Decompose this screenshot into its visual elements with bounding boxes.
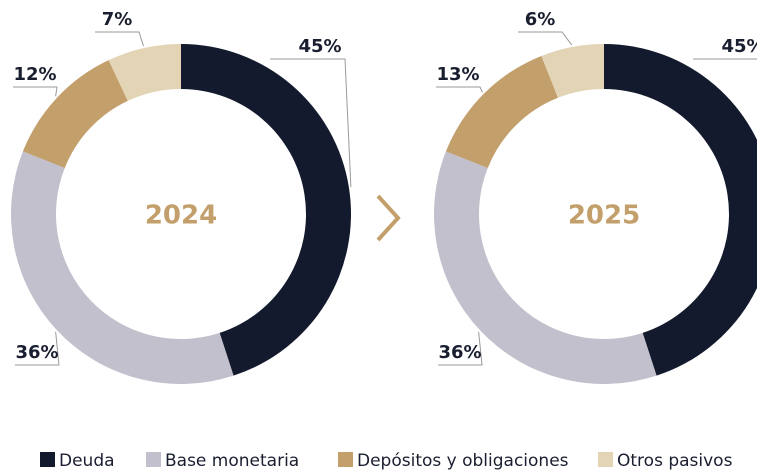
value-label: 45% [298,36,341,57]
value-label: 36% [15,342,58,363]
value-label: 7% [102,9,133,30]
legend-label: Base monetaria [165,451,299,470]
leader-line [518,31,573,46]
center-title: 2025 [568,201,640,231]
leader-line [13,86,58,97]
legend-label: Otros pasivos [617,451,733,470]
donut-slice [541,44,604,98]
legend-label: Depósitos y obligaciones [357,451,569,470]
value-label: 36% [438,342,481,363]
donut-slice [10,151,234,384]
value-label: 45% [721,36,757,57]
value-label: 12% [13,64,56,85]
donut-slice [445,55,558,168]
donut-slice [22,60,128,168]
leader-line [95,31,144,47]
legend-swatch [598,452,613,467]
legend-swatch [146,452,161,467]
value-label: 6% [525,9,556,30]
donut-slice [433,151,657,384]
leader-line [693,58,757,60]
donut-slice [108,44,181,101]
arrow [376,194,401,242]
leader-line [438,331,483,366]
leader-line [436,86,483,93]
donut-slice [181,44,352,376]
leader-line [15,331,60,366]
donut-slice [604,44,757,376]
legend-swatch [40,452,55,467]
leader-line [270,58,352,188]
value-label: 13% [436,64,479,85]
legend-label: Deuda [59,451,115,470]
center-title: 2024 [145,201,217,231]
legend-swatch [338,452,353,467]
